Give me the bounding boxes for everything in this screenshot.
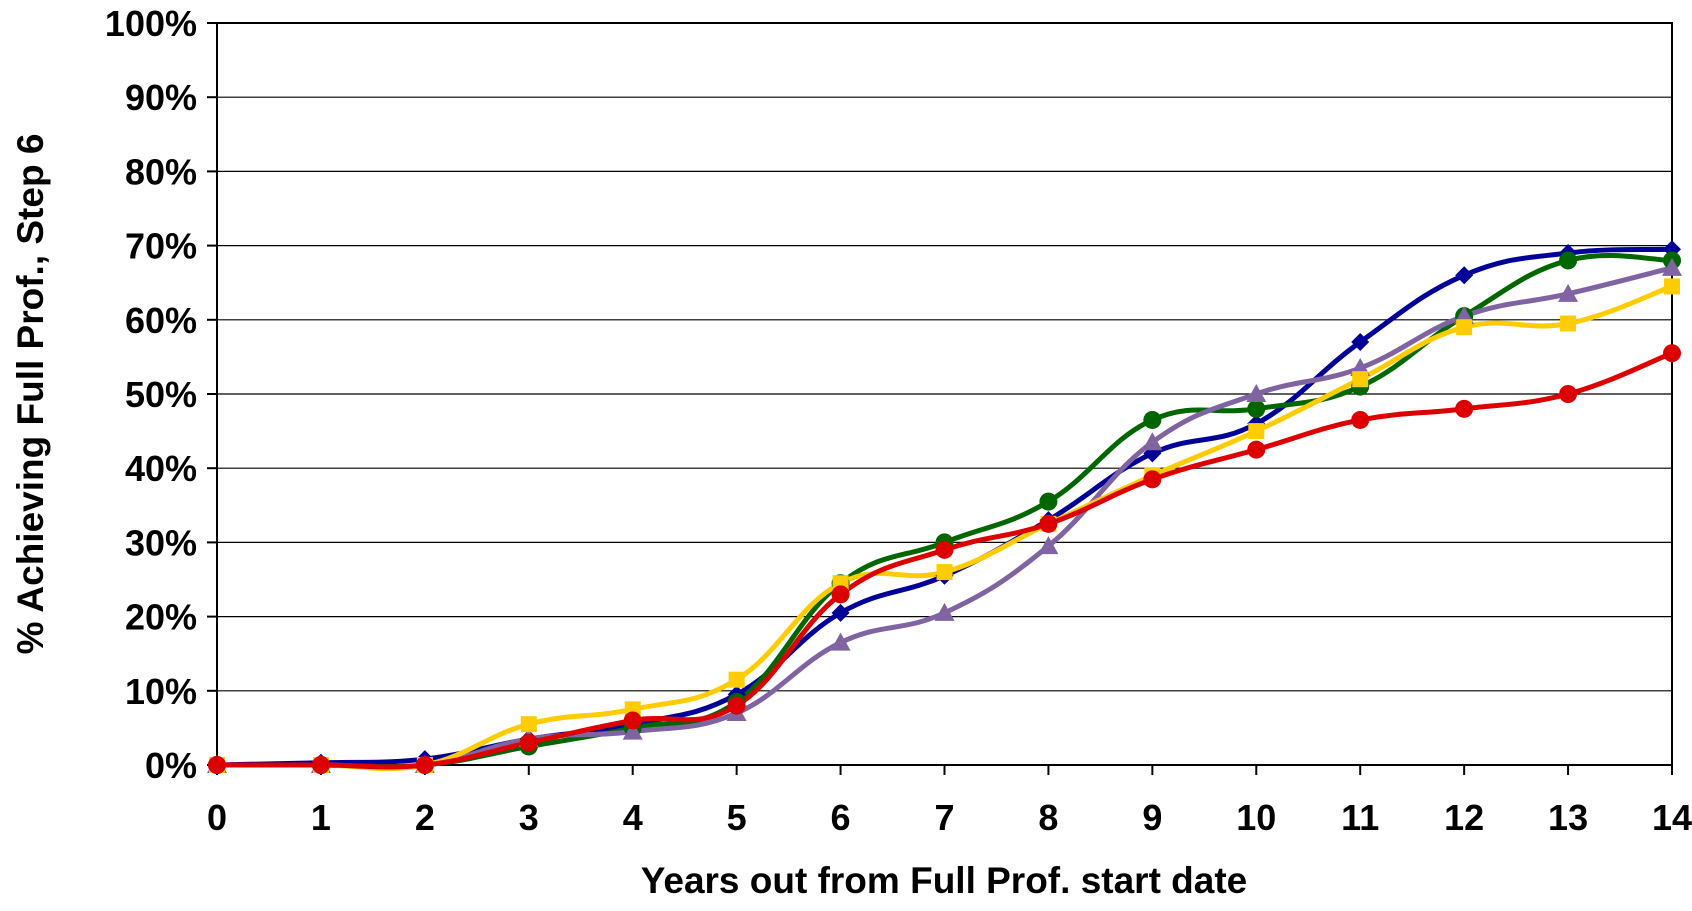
triangle-marker [1038,536,1059,555]
y-tick-label: 30% [125,522,197,563]
y-axis-ticks: 0% 10% 20% 30% 40% 50% 60% 70% 80% 90% 100% [105,3,217,786]
triangle-marker [1662,257,1682,276]
y-tick-label: 100% [105,3,197,44]
square-marker [1560,315,1577,332]
x-axis-title: Years out from Full Prof. start date [641,860,1248,901]
x-tick-label: 13 [1548,797,1588,838]
circle-marker [1247,399,1266,418]
triangle-marker [1142,432,1163,451]
square-marker [1352,371,1369,388]
series-line-0 [216,246,1673,768]
y-axis-title: % Achieving Full Prof., Step 6 [10,134,51,655]
square-marker [1456,319,1473,336]
circle-marker [1039,492,1058,511]
x-tick-label: 3 [519,797,539,838]
circle-marker [1143,470,1162,489]
circle-marker [519,733,538,752]
triangle-marker [1246,384,1267,402]
square-marker [1248,423,1265,440]
circle-marker [623,711,642,730]
y-tick-label: 90% [125,77,197,118]
circle-marker [831,585,850,604]
circle-marker [1247,440,1266,459]
circle-marker [1663,344,1681,363]
square-marker [728,671,745,688]
square-marker [936,564,953,581]
grid-lines [217,96,1672,692]
x-tick-label: 0 [207,797,227,838]
x-tick-label: 6 [831,797,851,838]
x-tick-label: 8 [1038,797,1058,838]
circle-marker [727,696,746,715]
triangle-marker [1558,283,1579,302]
x-tick-label: 4 [623,797,643,838]
diamond-marker [831,603,850,622]
circle-marker [1559,385,1578,403]
x-tick-label: 10 [1236,797,1276,838]
y-tick-label: 0% [145,745,197,786]
circle-marker [1039,514,1058,533]
circle-marker [1351,410,1370,429]
circle-marker [1143,410,1162,429]
series-line-4 [216,350,1673,770]
square-marker [520,716,537,733]
x-tick-label: 5 [727,797,747,838]
circle-marker [208,756,226,774]
series-line-2 [216,265,1673,770]
diamond-marker [1455,266,1474,285]
triangle-marker [830,632,851,651]
circle-marker [1455,399,1474,418]
y-tick-label: 20% [125,597,197,638]
series-line-3 [216,284,1673,772]
y-tick-label: 60% [125,300,197,341]
circle-marker [415,756,434,774]
x-tick-label: 11 [1341,797,1379,838]
circle-marker [935,540,954,559]
diamond-marker [1351,333,1370,352]
y-tick-label: 40% [125,448,197,489]
x-tick-label: 9 [1142,797,1162,838]
triangle-marker [934,602,955,621]
series-markers [207,240,1682,774]
x-tick-label: 1 [311,797,331,838]
circle-marker [311,756,330,774]
y-tick-label: 50% [125,374,197,415]
y-tick-label: 70% [125,226,197,267]
y-tick-label: 10% [125,671,197,712]
triangle-marker [622,721,643,740]
x-axis-ticks: 0 1 2 3 4 5 6 7 8 9 10 11 12 13 14 [207,765,1692,838]
x-tick-label: 14 [1652,797,1692,838]
square-marker [1664,278,1680,295]
x-tick-label: 7 [934,797,954,838]
x-tick-label: 12 [1444,797,1484,838]
x-tick-label: 2 [415,797,435,838]
circle-marker [1559,251,1578,270]
y-tick-label: 80% [125,151,197,192]
